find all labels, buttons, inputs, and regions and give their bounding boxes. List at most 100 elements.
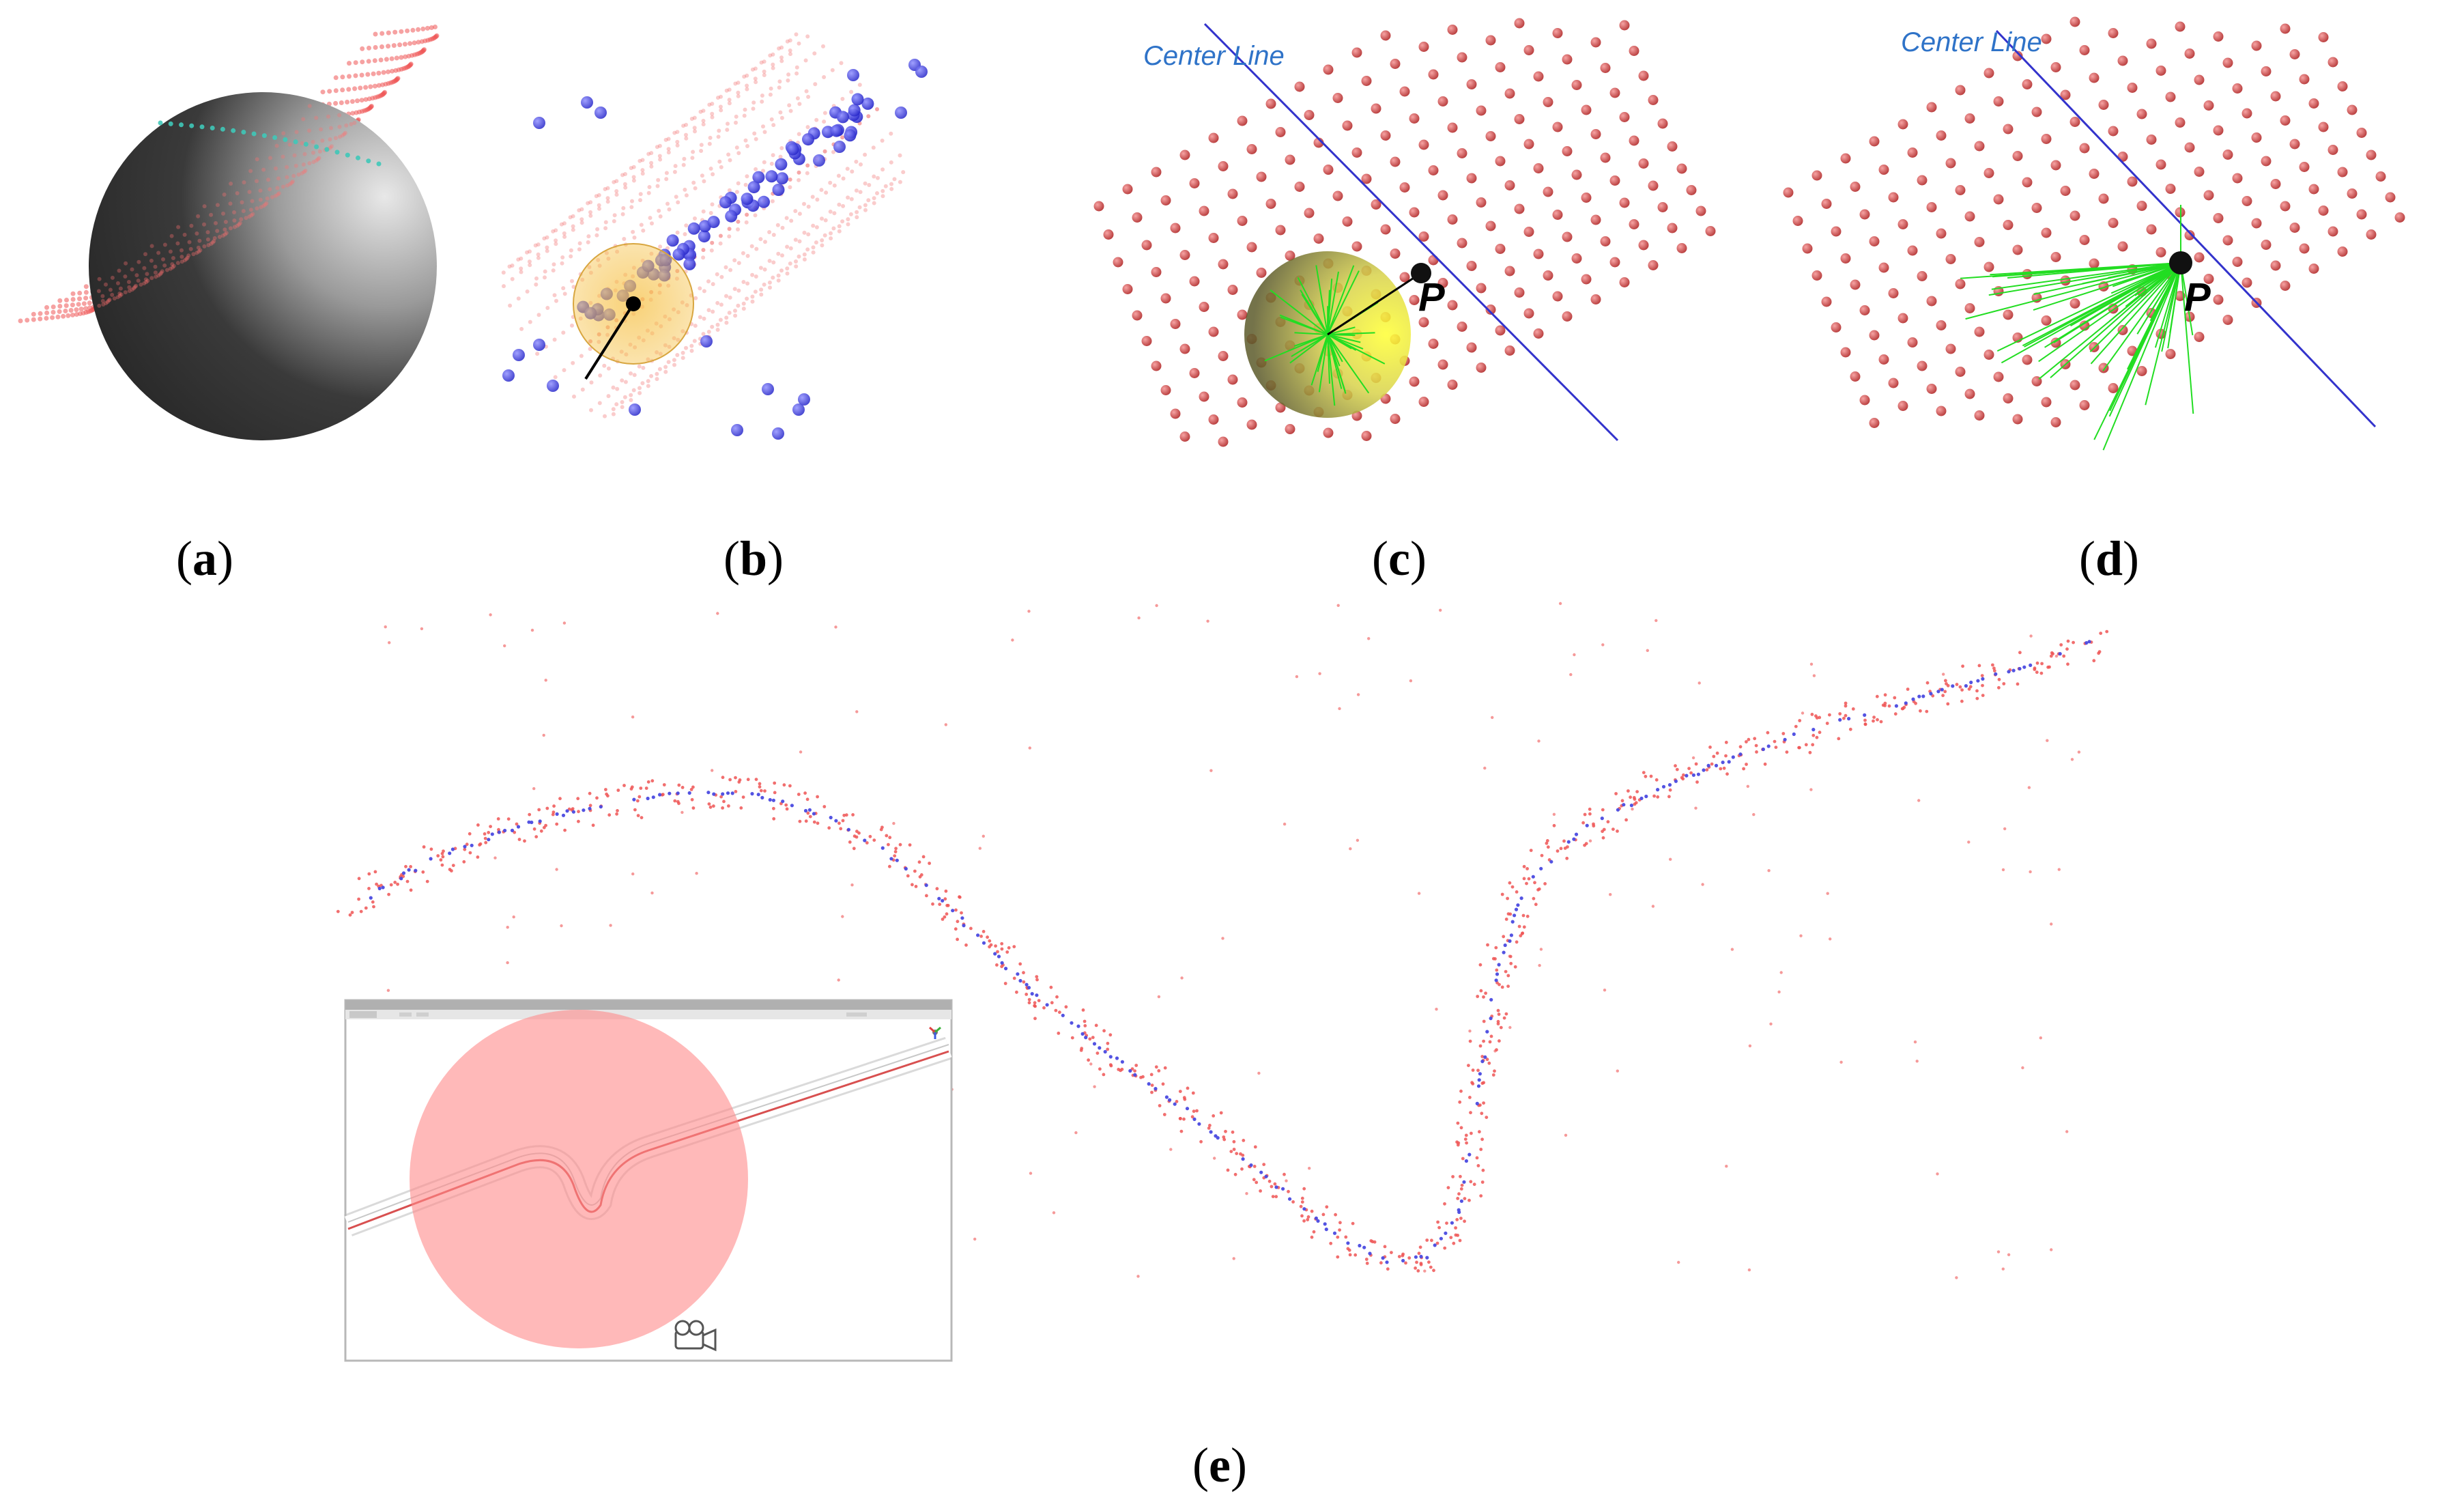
lattice-point xyxy=(1160,385,1171,395)
surface-point xyxy=(328,137,332,142)
lattice-point xyxy=(2031,107,2042,117)
noise-point xyxy=(1157,995,1161,999)
neighbor-ray xyxy=(1991,262,2181,290)
cylinder-point xyxy=(771,233,776,237)
intersection-point xyxy=(241,130,246,134)
cylinder-point xyxy=(527,259,532,264)
scan-point xyxy=(389,883,393,887)
surface-point xyxy=(68,308,74,313)
cylinder-point xyxy=(785,266,790,271)
lattice-point xyxy=(1304,110,1315,120)
scan-point xyxy=(468,832,472,836)
surface-point xyxy=(248,169,253,173)
neighbor-ray xyxy=(2154,262,2181,348)
noise-point xyxy=(1209,769,1213,772)
cylinder-point xyxy=(571,214,575,218)
centerline-point xyxy=(2011,668,2016,672)
scan-point xyxy=(911,883,914,887)
centerline-point xyxy=(1459,1199,1463,1203)
cylinder-point xyxy=(779,45,784,50)
scan-point xyxy=(1224,1129,1227,1133)
centerline-point xyxy=(503,828,507,833)
scan-point xyxy=(1975,689,1979,693)
surface-point xyxy=(214,221,218,225)
noise-point xyxy=(2001,868,2005,872)
lattice-point xyxy=(1208,233,1219,243)
cylinder-point xyxy=(693,324,698,328)
scan-point xyxy=(1502,1016,1506,1020)
lattice-point xyxy=(1552,291,1563,302)
cylinder-point xyxy=(794,32,799,37)
lattice-point xyxy=(1955,85,1966,96)
lattice-point xyxy=(1638,240,1649,251)
lattice-point xyxy=(1648,95,1659,105)
surface-point xyxy=(76,302,81,307)
scan-point xyxy=(1738,745,1743,749)
cylinder-point xyxy=(820,243,825,248)
cylinder-point xyxy=(728,158,732,162)
scan-point xyxy=(1443,1202,1446,1206)
cylinder-point xyxy=(615,386,620,391)
scan-point xyxy=(662,783,666,787)
centerline-point xyxy=(937,896,941,901)
surface-point xyxy=(274,143,279,148)
scan-point xyxy=(1417,1251,1421,1256)
cylinder-point xyxy=(771,153,775,158)
centerline-point xyxy=(1070,1021,1074,1025)
lattice-point xyxy=(1983,168,1994,178)
scan-point xyxy=(497,827,500,832)
lattice-point xyxy=(1638,158,1649,169)
scan-point xyxy=(1079,1049,1083,1052)
scan-point xyxy=(1150,1083,1154,1087)
centerline-point xyxy=(1288,1197,1292,1201)
scan-point xyxy=(372,905,375,909)
cylinder-point xyxy=(664,171,669,175)
scan-point xyxy=(1478,1130,1481,1134)
scan-point xyxy=(964,943,968,947)
lattice-point xyxy=(1476,283,1487,294)
cylinder-point xyxy=(579,217,584,222)
cylinder-point xyxy=(802,252,807,257)
cylinder-point xyxy=(666,147,671,152)
scan-point xyxy=(576,797,580,801)
cylinder-point xyxy=(736,303,741,308)
lattice-point xyxy=(2347,188,2358,199)
noise-point xyxy=(973,1237,977,1241)
noise-point xyxy=(1694,806,1697,810)
noise-point xyxy=(2001,1267,2005,1271)
cylinder-point xyxy=(693,216,697,221)
panel-d-center-line xyxy=(1995,29,2377,428)
scan-point xyxy=(1476,1164,1480,1167)
scan-point xyxy=(588,804,592,808)
cylinder-point xyxy=(768,53,773,58)
scan-point xyxy=(1452,1241,1456,1245)
scan-point xyxy=(673,799,677,803)
scan-point xyxy=(1467,1198,1471,1202)
cylinder-point xyxy=(741,251,745,255)
lattice-point xyxy=(1447,214,1458,225)
scan-point xyxy=(988,945,991,949)
scan-point xyxy=(1106,1041,1110,1045)
noise-point xyxy=(1631,807,1634,811)
scan-point xyxy=(839,827,843,831)
cylinder-point xyxy=(736,261,741,266)
lattice-point xyxy=(2003,393,2014,403)
cylinder-point xyxy=(754,80,758,85)
lattice-point xyxy=(2165,349,2176,359)
scan-point xyxy=(1745,740,1748,743)
lattice-point xyxy=(1983,350,1994,360)
cylinder-point xyxy=(655,184,660,188)
cylinder-point xyxy=(689,343,694,348)
surface-point xyxy=(287,142,292,147)
centerline-point xyxy=(1951,684,1955,688)
scan-point xyxy=(1499,1025,1503,1030)
cylinder-point xyxy=(754,167,758,171)
scan-point xyxy=(721,776,725,780)
lattice-point xyxy=(1199,206,1209,216)
lattice-point xyxy=(1840,153,1851,164)
scan-point xyxy=(1513,965,1517,969)
surface-point xyxy=(363,85,369,90)
surface-point xyxy=(110,275,115,280)
surface-point xyxy=(255,157,259,162)
scan-point xyxy=(1012,945,1016,948)
